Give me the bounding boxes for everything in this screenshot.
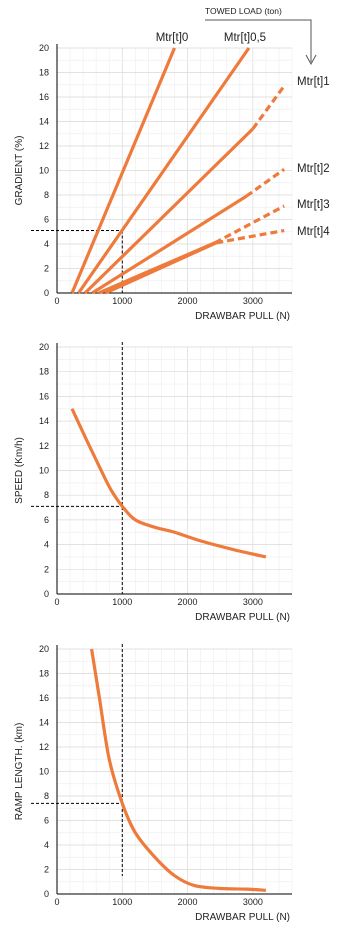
gradient-chart-xlabel: DRAWBAR PULL (N) <box>195 311 290 322</box>
y-tick-label: 4 <box>44 540 49 550</box>
towed-load-arrow-head-icon <box>305 54 317 66</box>
y-tick-label: 20 <box>39 644 49 654</box>
series-line-solid <box>70 47 176 294</box>
y-tick-label: 16 <box>39 391 49 401</box>
y-tick-label: 18 <box>39 68 49 78</box>
series-line-solid <box>91 194 248 295</box>
ramp-length-chart-xlabel: DRAWBAR PULL (N) <box>195 912 290 923</box>
y-tick-label: 14 <box>39 117 49 127</box>
x-tick-label: 0 <box>54 296 59 306</box>
y-tick-label: 2 <box>44 564 49 574</box>
y-tick-label: 12 <box>39 141 49 151</box>
series-label: Mtr[t]3 <box>297 199 330 211</box>
x-tick-label: 1000 <box>112 296 132 306</box>
series-line-dashed <box>245 167 286 198</box>
y-tick-label: 6 <box>44 816 49 826</box>
speed-chart-xlabel: DRAWBAR PULL (N) <box>195 612 290 623</box>
towed-load-arrow-line <box>205 19 312 62</box>
y-tick-label: 14 <box>39 416 49 426</box>
gradient-chart: GRADIENT (%) DRAWBAR PULL (N) 0 2 4 6 8 10 12 1… <box>14 32 330 322</box>
y-tick-label: 12 <box>39 441 49 451</box>
y-tick-label: 2 <box>44 264 49 274</box>
y-tick-label: 0 <box>44 288 49 298</box>
x-tick-label: 2000 <box>178 897 198 907</box>
grid <box>56 648 293 895</box>
grid <box>56 346 293 595</box>
y-tick-label: 8 <box>44 791 49 801</box>
y-tick-label: 0 <box>44 589 49 599</box>
y-tick-label: 6 <box>44 215 49 225</box>
x-tick-label: 0 <box>54 897 59 907</box>
series-line-dashed <box>251 85 286 130</box>
x-tick-label: 2000 <box>178 296 198 306</box>
series-curve <box>70 408 267 559</box>
series-line-dashed <box>215 228 285 245</box>
y-tick-label: 0 <box>44 889 49 899</box>
y-tick-label: 16 <box>39 693 49 703</box>
ramp-length-chart: RAMP LENGTH. (km) DRAWBAR PULL (N) 0 2 4 6 8… <box>14 644 293 923</box>
y-tick-label: 4 <box>44 239 49 249</box>
y-tick-label: 2 <box>44 865 49 875</box>
ramp-length-chart-ylabel: RAMP LENGTH. (km) <box>14 723 25 821</box>
series-line-solid <box>77 47 251 294</box>
y-tick-label: 4 <box>44 840 49 850</box>
speed-chart: SPEED (Km/h) DRAWBAR PULL (N) 0 2 4 6 8 10 12 1… <box>14 342 293 623</box>
y-tick-label: 18 <box>39 367 49 377</box>
x-tick-label: 1000 <box>112 897 132 907</box>
y-tick-label: 6 <box>44 515 49 525</box>
series-line-dashed <box>214 204 285 245</box>
x-tick-label: 3000 <box>243 296 263 306</box>
x-tick-label: 0 <box>54 597 59 607</box>
series-label: Mtr[t]2 <box>297 163 330 175</box>
series-label: Mtr[t]0,5 <box>224 32 266 44</box>
y-tick-label: 20 <box>39 342 49 352</box>
series-line-solid <box>104 241 217 295</box>
towed-load-label: TOWED LOAD (ton) <box>205 6 282 16</box>
y-tick-label: 18 <box>39 669 49 679</box>
y-tick-label: 8 <box>44 190 49 200</box>
y-tick-label: 12 <box>39 742 49 752</box>
y-tick-label: 10 <box>39 767 49 777</box>
y-tick-label: 16 <box>39 92 49 102</box>
series-label: Mtr[t]4 <box>297 226 330 238</box>
gradient-chart-ylabel: GRADIENT (%) <box>14 136 25 206</box>
x-tick-label: 2000 <box>178 597 198 607</box>
y-tick-label: 10 <box>39 166 49 176</box>
x-tick-label: 1000 <box>112 597 132 607</box>
y-tick-label: 14 <box>39 718 49 728</box>
y-tick-label: 10 <box>39 466 49 476</box>
y-tick-label: 8 <box>44 490 49 500</box>
towed-load-header: TOWED LOAD (ton) <box>205 6 317 66</box>
series-label: Mtr[t]0 <box>156 32 189 44</box>
series-curve <box>90 648 266 892</box>
grid <box>56 47 293 294</box>
y-tick-label: 20 <box>39 43 49 53</box>
x-tick-label: 3000 <box>243 597 263 607</box>
series-line-solid <box>83 127 254 295</box>
x-tick-label: 3000 <box>243 897 263 907</box>
series-label: Mtr[t]1 <box>297 76 330 88</box>
speed-chart-ylabel: SPEED (Km/h) <box>14 437 25 504</box>
